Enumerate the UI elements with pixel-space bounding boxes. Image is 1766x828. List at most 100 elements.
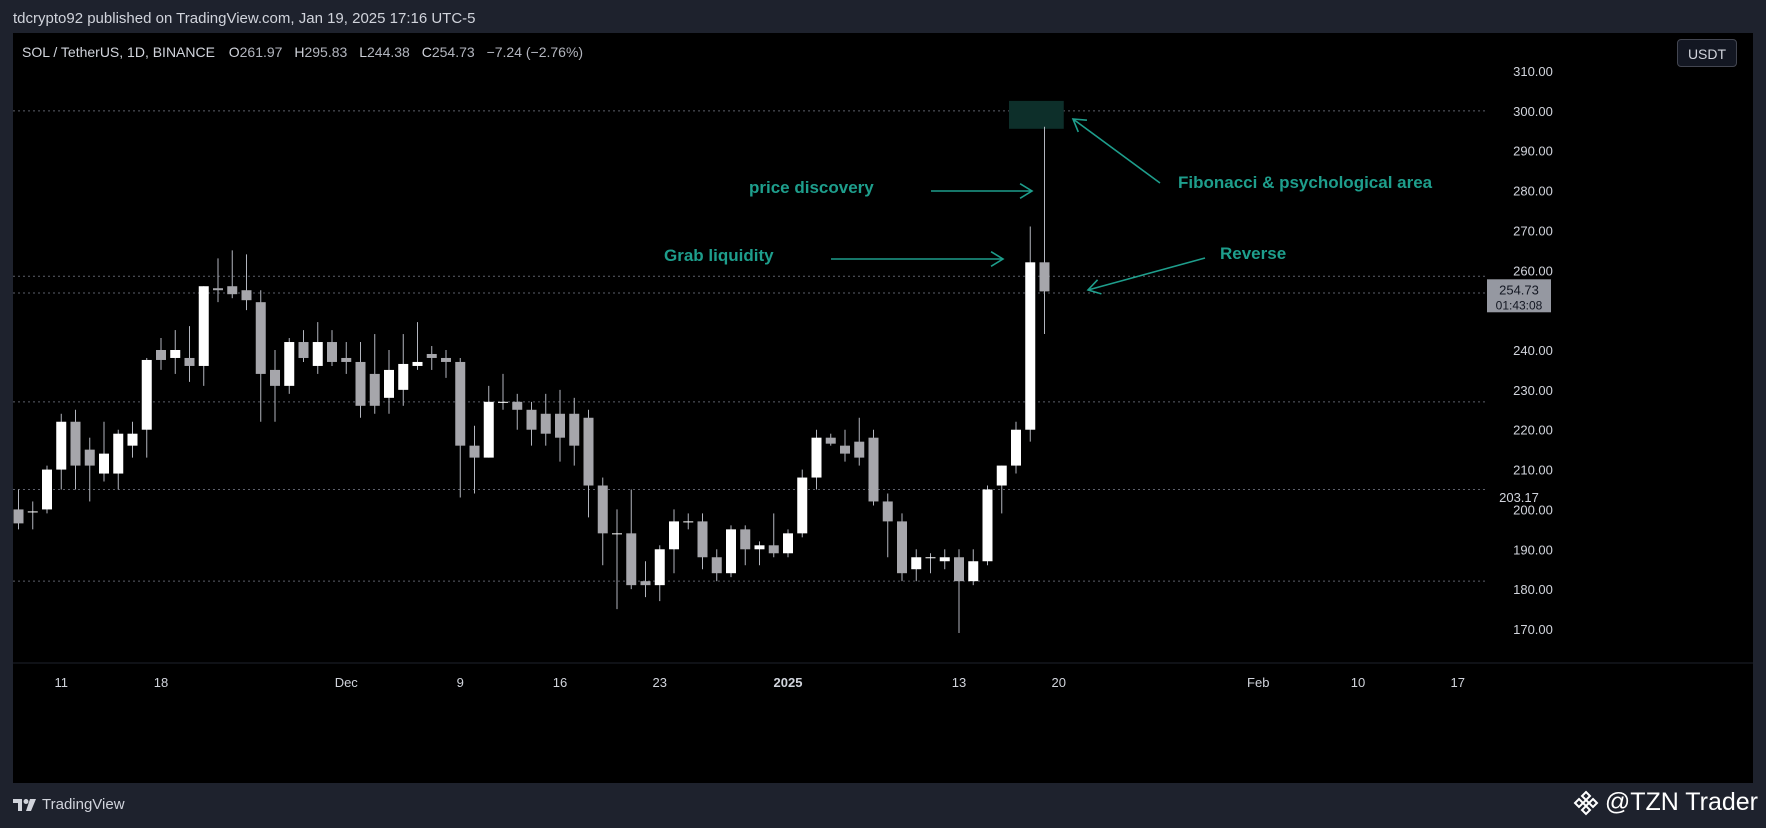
candle-body bbox=[597, 485, 608, 534]
candle-body bbox=[797, 477, 808, 534]
high-value: 295.83 bbox=[304, 44, 348, 60]
candle-body bbox=[512, 401, 523, 410]
annotation-price-discovery: price discovery bbox=[749, 178, 874, 197]
candle bbox=[569, 397, 580, 466]
candle bbox=[711, 549, 722, 582]
candle bbox=[84, 437, 95, 502]
candle-body bbox=[996, 465, 1007, 486]
candlestick-chart[interactable]: 170.00 180.00 190.00 200.00 210.00 220.00 230.… bbox=[13, 33, 1753, 783]
candle bbox=[811, 429, 822, 490]
candle-body bbox=[1011, 429, 1021, 466]
time-tick-label: 13 bbox=[952, 675, 966, 690]
candle-body bbox=[882, 501, 893, 522]
candle-body bbox=[669, 521, 679, 550]
candle-body bbox=[426, 353, 437, 358]
price-tick-label: 220.00 bbox=[1513, 423, 1553, 438]
annotations: price discovery Grab liquidity Fibonacci &… bbox=[664, 118, 1433, 295]
candle bbox=[70, 409, 81, 490]
chart-pane[interactable]: 170.00 180.00 190.00 200.00 210.00 220.00 230.… bbox=[13, 33, 1753, 783]
price-tick-label: 270.00 bbox=[1513, 223, 1553, 238]
candle-body bbox=[56, 421, 67, 470]
candle bbox=[512, 393, 523, 430]
time-tick-label: Feb bbox=[1247, 675, 1269, 690]
price-axis: 170.00 180.00 190.00 200.00 210.00 220.00 230.… bbox=[1513, 64, 1553, 637]
candle bbox=[498, 373, 508, 410]
arrow-price-discovery bbox=[931, 183, 1034, 199]
candle-body bbox=[156, 350, 166, 360]
candle-body bbox=[726, 529, 736, 574]
candle-body bbox=[42, 469, 52, 510]
candle bbox=[284, 338, 295, 394]
candle-body bbox=[70, 421, 81, 466]
arrow-shaft bbox=[1087, 257, 1206, 291]
candle bbox=[640, 561, 651, 598]
currency-button[interactable]: USDT bbox=[1677, 39, 1737, 67]
low-label: L bbox=[359, 44, 367, 60]
candle bbox=[483, 385, 494, 458]
candle bbox=[939, 549, 950, 570]
time-tick-label: 9 bbox=[457, 675, 464, 690]
arrow-head bbox=[1086, 279, 1102, 295]
candle-body bbox=[626, 533, 637, 586]
time-tick-label: 17 bbox=[1451, 675, 1465, 690]
candle bbox=[654, 545, 665, 602]
candle-body bbox=[398, 363, 409, 390]
countdown-value: 01:43:08 bbox=[1496, 298, 1543, 312]
arrow-head bbox=[990, 251, 1005, 267]
arrow-grab-liquidity bbox=[831, 251, 1005, 267]
candle bbox=[312, 322, 323, 374]
candle-body bbox=[355, 361, 366, 406]
candle-body bbox=[811, 437, 822, 478]
tradingview-brand[interactable]: TradingView bbox=[13, 796, 125, 813]
annotation-reverse: Reverse bbox=[1220, 244, 1286, 263]
candle-body bbox=[341, 357, 352, 362]
candle bbox=[127, 421, 138, 458]
candle-body bbox=[284, 342, 295, 386]
candle-body bbox=[840, 445, 850, 454]
candle-body bbox=[854, 441, 865, 458]
candle bbox=[270, 350, 280, 422]
candle bbox=[341, 342, 352, 374]
symbol-name[interactable]: SOL / TetherUS, 1D, BINANCE bbox=[22, 44, 215, 60]
candle-body bbox=[825, 437, 836, 444]
price-tick-label: 290.00 bbox=[1513, 144, 1553, 159]
candle bbox=[797, 469, 808, 538]
candle bbox=[555, 389, 565, 462]
candle-body bbox=[540, 413, 551, 434]
high-label: H bbox=[294, 44, 305, 60]
published-header: tdcrypto92 published on TradingView.com,… bbox=[0, 0, 1766, 33]
candle bbox=[697, 513, 708, 570]
candle-body bbox=[384, 369, 394, 398]
candle-body bbox=[526, 409, 537, 430]
candle bbox=[227, 250, 238, 299]
candle-body bbox=[783, 533, 793, 554]
arrow-reverse bbox=[1086, 257, 1206, 295]
candle bbox=[1039, 126, 1050, 335]
candle-body bbox=[768, 545, 779, 554]
time-tick-label: 11 bbox=[55, 675, 69, 690]
candle bbox=[996, 465, 1007, 514]
candle-body bbox=[925, 557, 936, 559]
arrow-shaft bbox=[1072, 118, 1161, 184]
candle-body bbox=[555, 413, 565, 438]
tradingview-logo-icon bbox=[13, 798, 36, 811]
watermark: @TZN Trader bbox=[1573, 788, 1758, 817]
candle-body bbox=[113, 433, 124, 474]
candle-body bbox=[569, 413, 580, 446]
candle-body bbox=[982, 489, 993, 562]
candle bbox=[412, 322, 423, 370]
close-label: C bbox=[421, 44, 432, 60]
candle bbox=[754, 541, 765, 566]
candle bbox=[241, 254, 252, 311]
arrow-head bbox=[1071, 118, 1088, 133]
time-axis: 11 18 Dec 9 16 23 2025 13 20 Feb 10 17 bbox=[13, 662, 1753, 690]
candle-body bbox=[455, 361, 466, 446]
candle-body bbox=[327, 342, 337, 362]
candle bbox=[298, 330, 309, 362]
last-price-value: 254.73 bbox=[1499, 282, 1539, 297]
candle-body bbox=[612, 533, 622, 535]
candle bbox=[968, 549, 979, 586]
candle bbox=[42, 465, 52, 514]
candle bbox=[384, 350, 394, 414]
candle-body bbox=[711, 557, 722, 574]
